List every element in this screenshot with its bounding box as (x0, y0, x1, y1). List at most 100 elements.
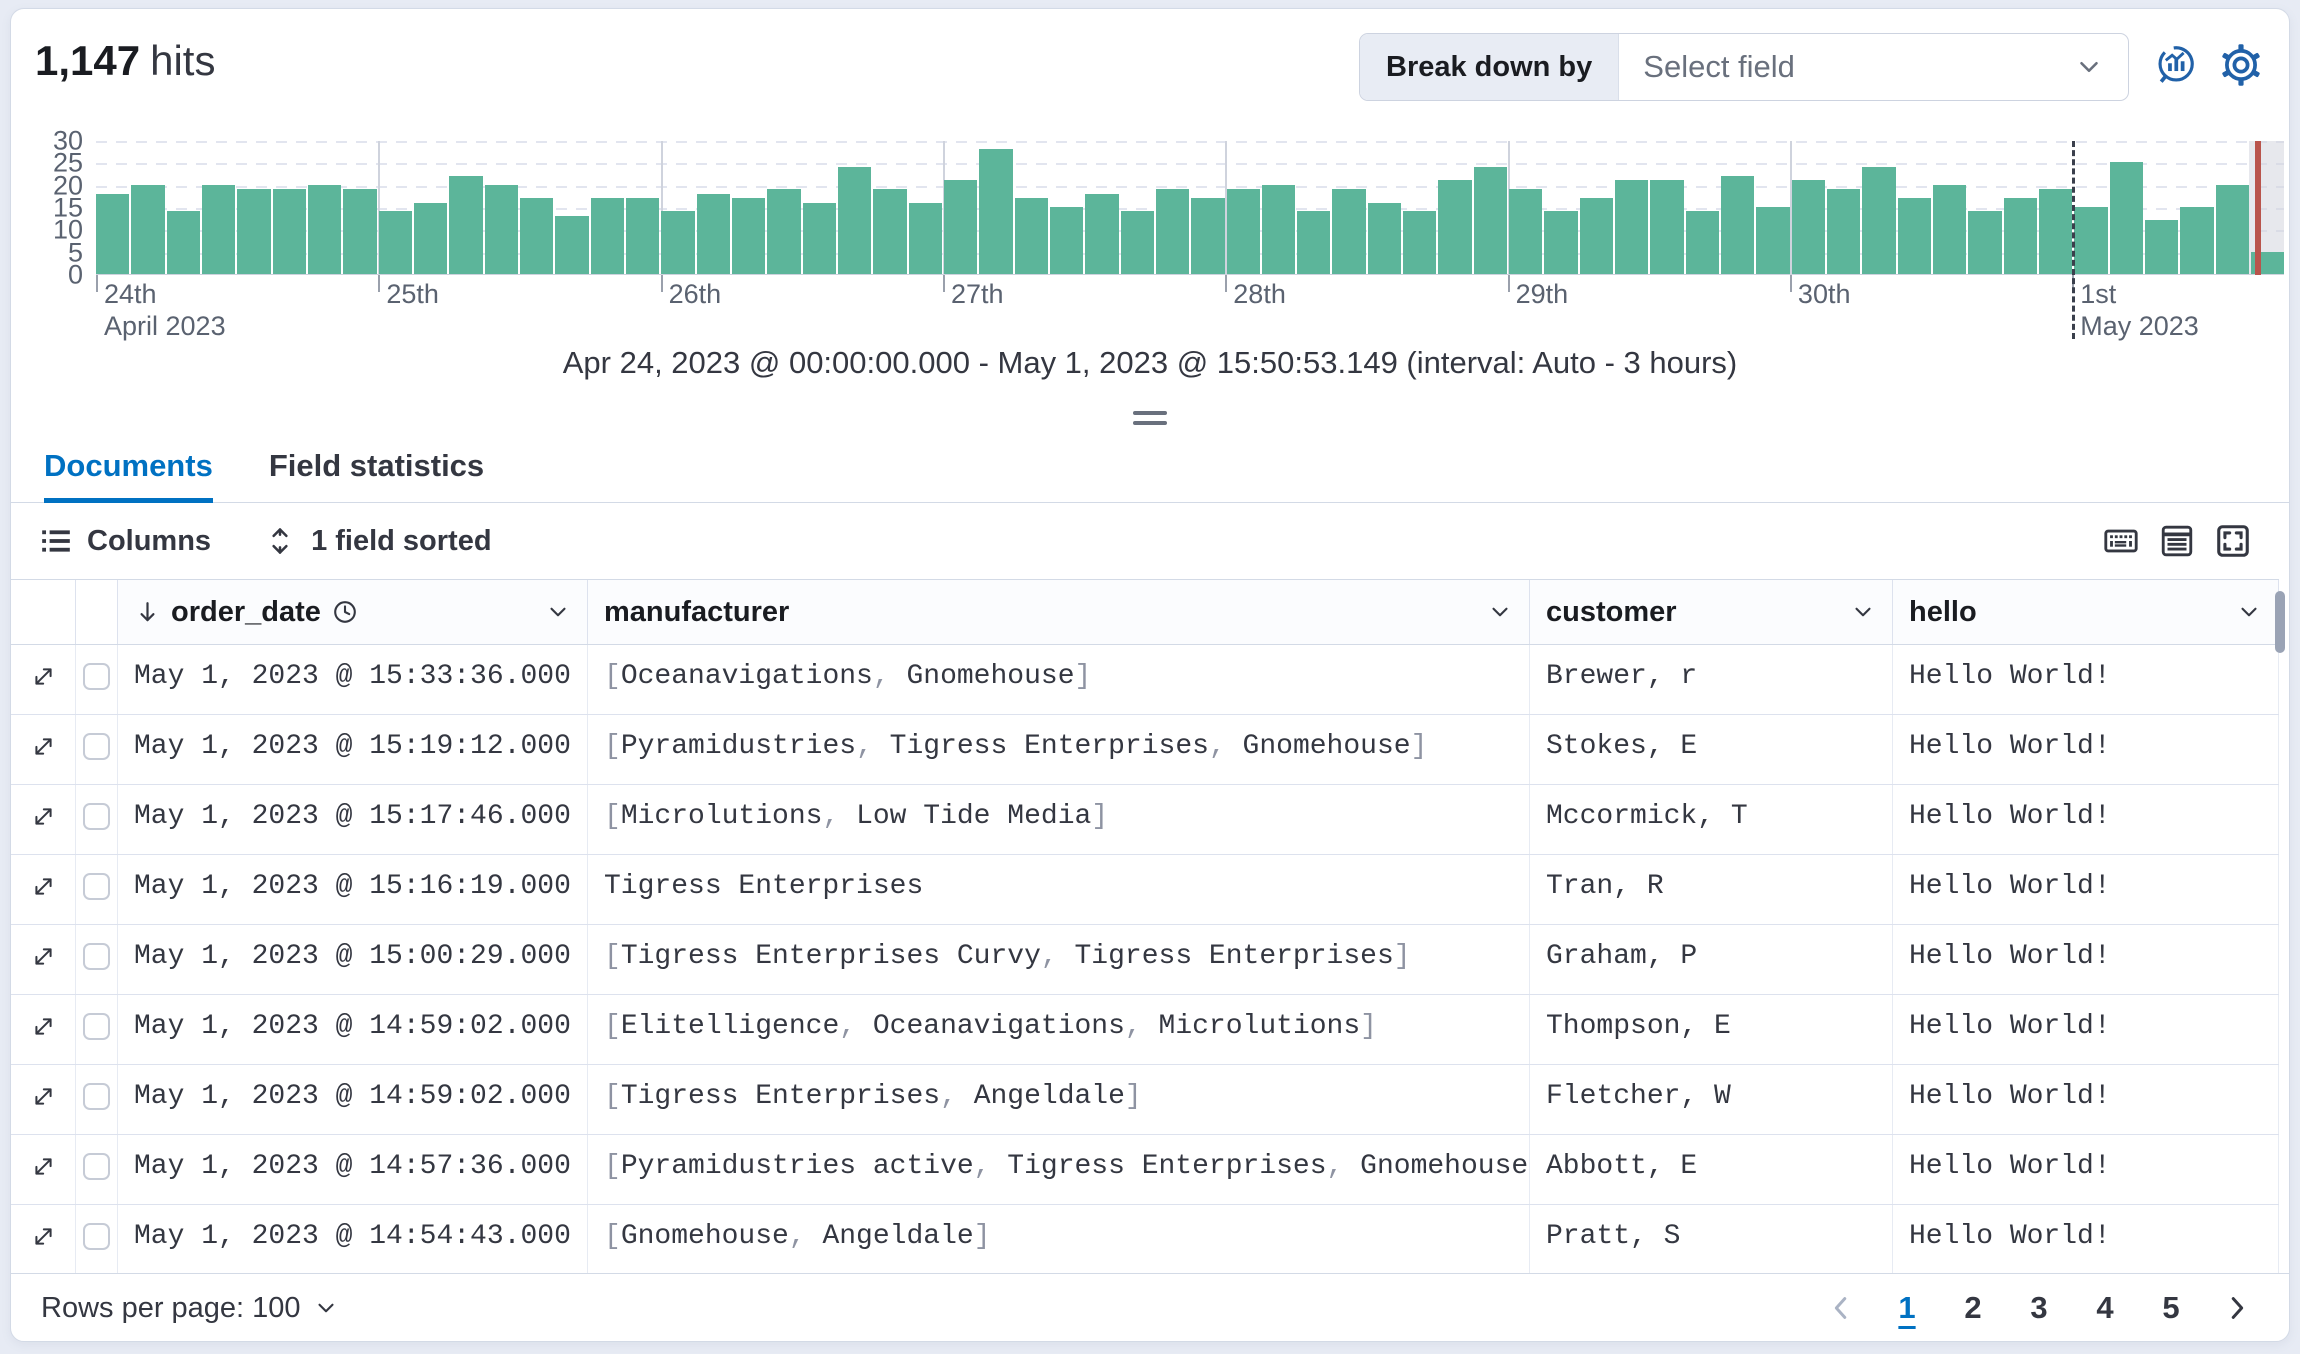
histogram-bar[interactable] (272, 189, 306, 274)
row-checkbox[interactable] (83, 943, 110, 970)
histogram-bar[interactable] (2215, 184, 2250, 274)
histogram-bar[interactable] (1721, 175, 1755, 274)
column-header-hello[interactable]: hello (1893, 580, 2279, 644)
row-checkbox[interactable] (83, 1153, 110, 1180)
expand-document-button[interactable] (30, 1223, 57, 1253)
expand-document-button[interactable] (30, 1153, 57, 1183)
histogram-bar[interactable] (96, 193, 130, 274)
expand-document-button[interactable] (30, 733, 57, 763)
histogram-bar[interactable] (1791, 180, 1826, 274)
histogram-bar[interactable] (1579, 198, 1614, 274)
breakdown-field-select[interactable]: Select field (1619, 34, 2128, 100)
histogram-bar[interactable] (1862, 166, 1896, 274)
display-options-button[interactable] (2149, 513, 2205, 569)
histogram-bar[interactable] (131, 184, 165, 274)
histogram-bar[interactable] (1968, 211, 2002, 274)
histogram-bar[interactable] (449, 175, 483, 274)
row-checkbox[interactable] (83, 663, 110, 690)
histogram-bar[interactable] (2109, 162, 2144, 274)
histogram-bar[interactable] (731, 198, 766, 274)
histogram-bar[interactable] (767, 189, 801, 274)
previous-page-button[interactable] (1815, 1282, 1867, 1334)
histogram-bar[interactable] (2145, 220, 2179, 274)
histogram-bar[interactable] (979, 148, 1013, 274)
row-checkbox[interactable] (83, 733, 110, 760)
histogram-bar[interactable] (837, 166, 872, 274)
histogram-bar[interactable] (2074, 207, 2108, 274)
tab-field-statistics[interactable]: Field statistics (268, 448, 485, 483)
histogram-bar[interactable] (1756, 207, 1790, 274)
histogram-bar[interactable] (1509, 189, 1543, 274)
histogram-bar[interactable] (1650, 180, 1684, 274)
histogram-bar[interactable] (519, 198, 554, 274)
sort-fields-button[interactable]: 1 field sorted (263, 524, 492, 558)
page-button-2[interactable]: 2 (1947, 1282, 1999, 1334)
vertical-scrollbar[interactable] (2275, 591, 2285, 653)
row-checkbox[interactable] (83, 873, 110, 900)
fullscreen-button[interactable] (2205, 513, 2261, 569)
expand-document-button[interactable] (30, 873, 57, 903)
histogram-bar[interactable] (1933, 184, 1967, 274)
histogram-bar[interactable] (908, 202, 942, 274)
histogram-bar[interactable] (1226, 189, 1260, 274)
expand-document-button[interactable] (30, 803, 57, 833)
histogram-bar[interactable] (2039, 189, 2073, 274)
histogram-bar[interactable] (484, 184, 518, 274)
page-button-5[interactable]: 5 (2145, 1282, 2197, 1334)
expand-document-button[interactable] (30, 1083, 57, 1113)
column-header-order-date[interactable]: order_date (118, 580, 588, 644)
histogram-bar[interactable] (1367, 202, 1402, 274)
histogram-bar[interactable] (378, 211, 412, 274)
histogram-bar[interactable] (590, 198, 624, 274)
columns-button[interactable]: Columns (39, 524, 211, 558)
histogram-bar[interactable] (1403, 211, 1437, 274)
histogram-bar[interactable] (1473, 166, 1508, 274)
histogram-bar[interactable] (555, 215, 589, 274)
histogram-bar[interactable] (1049, 207, 1084, 274)
edit-visualization-button[interactable] (2149, 39, 2201, 91)
histogram-bar[interactable] (413, 202, 448, 274)
row-checkbox[interactable] (83, 803, 110, 830)
histogram-bar[interactable] (873, 189, 907, 274)
histogram-bar[interactable] (2003, 198, 2038, 274)
histogram-bar[interactable] (1120, 211, 1154, 274)
histogram-bar[interactable] (166, 211, 200, 274)
histogram-bar[interactable] (1155, 189, 1190, 274)
histogram-bar[interactable] (1297, 211, 1331, 274)
histogram-bar[interactable] (661, 211, 695, 274)
page-button-1[interactable]: 1 (1881, 1282, 1933, 1334)
rows-per-page-button[interactable]: Rows per page: 100 (41, 1292, 339, 1325)
column-header-manufacturer[interactable]: manufacturer (588, 580, 1530, 644)
hits-histogram[interactable]: 30 25 20 15 10 5 0 24th April 2023 25th 26th 27th 2… (11, 121, 2289, 341)
expand-document-button[interactable] (30, 943, 57, 973)
column-header-customer[interactable]: customer (1530, 580, 1893, 644)
settings-button[interactable] (2215, 39, 2267, 91)
histogram-bar[interactable] (237, 189, 271, 274)
histogram-bar[interactable] (625, 198, 660, 274)
next-page-button[interactable] (2211, 1282, 2263, 1334)
histogram-bar[interactable] (1827, 189, 1861, 274)
page-button-4[interactable]: 4 (2079, 1282, 2131, 1334)
tab-documents[interactable]: Documents (44, 448, 213, 503)
histogram-bar[interactable] (307, 184, 342, 274)
expand-document-button[interactable] (30, 1013, 57, 1043)
histogram-bar[interactable] (1438, 180, 1472, 274)
histogram-bar[interactable] (1897, 198, 1932, 274)
histogram-bar[interactable] (343, 189, 377, 274)
histogram-bar[interactable] (1544, 211, 1578, 274)
histogram-bar[interactable] (201, 184, 236, 274)
histogram-bar[interactable] (696, 193, 730, 274)
chart-resize-handle[interactable] (1133, 405, 1167, 431)
histogram-bar[interactable] (1261, 184, 1296, 274)
keyboard-shortcuts-button[interactable] (2093, 513, 2149, 569)
histogram-bar[interactable] (1085, 193, 1119, 274)
row-checkbox[interactable] (83, 1013, 110, 1040)
histogram-bar[interactable] (1014, 198, 1048, 274)
histogram-bar[interactable] (1191, 198, 1225, 274)
row-checkbox[interactable] (83, 1083, 110, 1110)
histogram-bar[interactable] (943, 180, 978, 274)
page-button-3[interactable]: 3 (2013, 1282, 2065, 1334)
row-checkbox[interactable] (83, 1223, 110, 1250)
histogram-bar[interactable] (1615, 180, 1649, 274)
histogram-bar[interactable] (1685, 211, 1720, 274)
